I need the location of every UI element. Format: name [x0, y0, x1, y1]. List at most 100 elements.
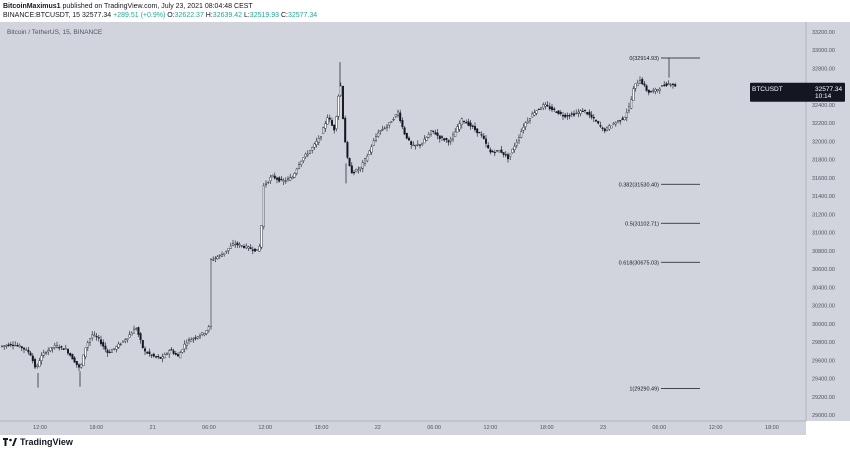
fib-level-label: 1(29290.49) [629, 387, 659, 393]
last-price: 32577.34 [81, 12, 112, 19]
candle-body [590, 114, 593, 118]
candle-body [84, 347, 87, 358]
pane-title: Bitcoin / TetherUS, 15, BINANCE [7, 29, 103, 36]
candle-body [423, 138, 426, 144]
candle-body [247, 246, 250, 249]
candle-body [614, 122, 617, 125]
candle-body [278, 177, 281, 182]
candle-body [366, 155, 369, 162]
candle-body [465, 122, 468, 124]
candle-body [198, 335, 201, 338]
candle-body [381, 129, 384, 131]
symbol-line: BINANCE:BTCUSDT, 15 32577.34 +289.51 (+0… [3, 12, 317, 19]
candle-body [236, 242, 239, 246]
candle-body [566, 115, 569, 117]
candle-body [326, 117, 329, 125]
candle-body [628, 106, 631, 111]
candle-body [141, 340, 144, 349]
candle-body [489, 149, 492, 153]
candle-body [154, 356, 157, 358]
candle-body [562, 114, 565, 117]
candle-body [49, 347, 52, 351]
candle-body [610, 125, 613, 129]
candle-body [137, 327, 140, 335]
candle-body [313, 143, 316, 148]
candle-body [146, 352, 149, 354]
candle-body [641, 78, 644, 85]
candle-body [491, 151, 494, 153]
candle-body [132, 328, 135, 334]
candle-body [29, 352, 32, 356]
candle-body [179, 352, 182, 359]
candle-body [654, 89, 657, 92]
open-label: O: [167, 12, 175, 19]
price-chart[interactable]: Bitcoin / TetherUS, 15, BINANCE 0(32914.… [0, 22, 850, 435]
candle-body [471, 125, 474, 127]
x-tick-label: 06:00 [427, 425, 441, 431]
candle-body [601, 127, 604, 129]
candle-body [150, 354, 153, 356]
candle-body [511, 148, 514, 153]
author-name[interactable]: BitcoinMaximus1 [3, 3, 61, 10]
x-tick-label: 12:00 [709, 425, 723, 431]
candle-body [71, 354, 74, 360]
y-tick-label: 31800.00 [812, 158, 835, 164]
candle-body [139, 333, 142, 341]
candle-body [544, 104, 547, 107]
y-tick-label: 29200.00 [812, 395, 835, 401]
candle-body [34, 359, 37, 368]
candle-body [282, 180, 285, 182]
chart-pane[interactable] [0, 22, 806, 421]
candle-body [223, 252, 226, 255]
time-axis[interactable] [0, 421, 806, 435]
candle-body [18, 345, 21, 347]
publish-info: published on TradingView.com, July 23, 2… [62, 3, 253, 10]
candle-body [619, 120, 622, 122]
candle-body [280, 178, 283, 181]
candle-body [106, 350, 109, 353]
candle-body [401, 120, 404, 128]
candle-body [522, 127, 525, 131]
candle-body [187, 339, 190, 341]
candle-body [159, 357, 162, 359]
candle-body [245, 245, 248, 249]
y-tick-label: 29400.00 [812, 377, 835, 383]
y-tick-label: 33200.00 [812, 30, 835, 36]
candle-body [73, 357, 76, 363]
fib-level-label: 0.618(30675.03) [619, 260, 660, 266]
candle-body [520, 131, 523, 138]
x-tick-label: 18:00 [765, 425, 779, 431]
candle-body [669, 84, 672, 86]
candle-body [238, 244, 241, 246]
candle-body [220, 254, 223, 257]
candle-body [361, 162, 364, 169]
ticker-countdown: 10:14 [815, 93, 832, 100]
candle-body [113, 348, 116, 350]
candle-body [663, 84, 666, 86]
candle-body [388, 122, 391, 126]
candle-body [260, 225, 263, 248]
candle-body [672, 83, 675, 86]
footer-brand[interactable]: TradingView [3, 437, 73, 447]
candle-body [469, 122, 472, 127]
candle-body [493, 151, 496, 154]
candle-body [269, 177, 272, 181]
candle-body [383, 127, 386, 130]
candle-body [359, 166, 362, 169]
y-tick-label: 30000.00 [812, 322, 835, 328]
candle-body [258, 246, 261, 252]
candle-body [496, 150, 499, 152]
candle-body [502, 152, 505, 155]
candle-body [665, 83, 668, 86]
candle-body [584, 109, 587, 112]
ticker-price: 32577.34 [815, 86, 842, 93]
candle-body [40, 355, 43, 361]
candle-body [454, 131, 457, 137]
candle-body [317, 138, 320, 143]
candle-body [181, 349, 184, 353]
candle-body [647, 89, 650, 93]
candle-body [135, 328, 138, 330]
candle-body [227, 248, 230, 251]
candle-body [355, 169, 358, 172]
fib-level-label: 0.382(31530.40) [619, 182, 660, 188]
